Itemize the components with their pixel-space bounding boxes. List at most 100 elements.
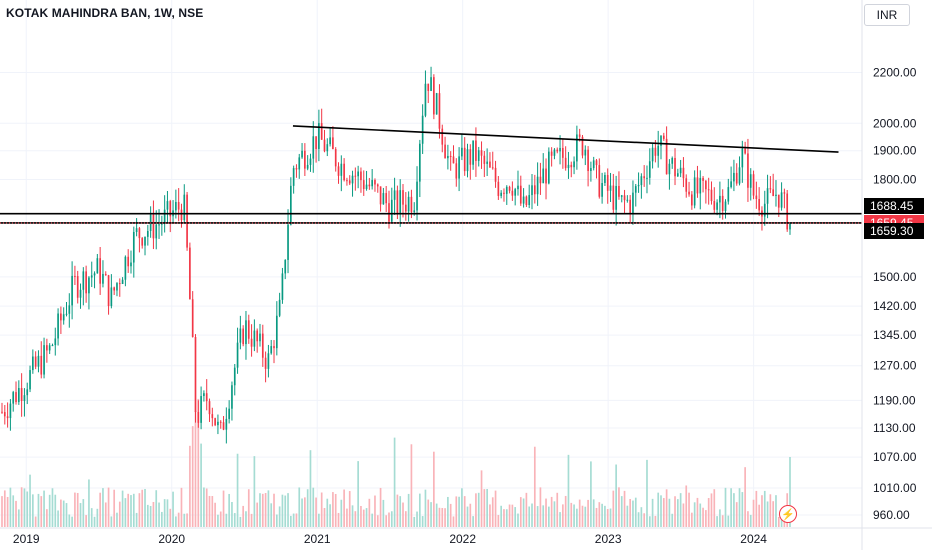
volume-bar <box>110 516 113 527</box>
candle-body <box>334 149 337 167</box>
volume-bar <box>217 514 219 527</box>
volume-bar <box>679 493 682 527</box>
volume-bar <box>23 488 26 527</box>
candle-body <box>141 238 144 246</box>
candle-body <box>497 181 500 196</box>
candle-body <box>93 273 96 276</box>
volume-bar <box>564 495 567 527</box>
candle-body <box>567 164 570 169</box>
volume-bar <box>233 513 236 527</box>
candle-body <box>519 185 522 204</box>
symbol-title[interactable]: KOTAK MAHINDRA BAN, 1W, NSE <box>6 6 204 20</box>
candle-body <box>23 395 26 402</box>
candle-body <box>612 185 615 210</box>
volume-bar <box>270 503 273 527</box>
volume-bar <box>458 496 460 527</box>
volume-bar <box>194 411 197 527</box>
x-tick-label: 2020 <box>158 532 185 546</box>
volume-bar <box>674 496 676 527</box>
candle-body <box>648 161 651 178</box>
volume-bar <box>161 511 163 527</box>
candle-body <box>318 123 320 149</box>
candle-body <box>40 355 43 375</box>
volume-bar <box>466 506 469 527</box>
candle-body <box>584 149 587 156</box>
volume-bar <box>107 487 110 527</box>
volume-bar <box>707 498 710 527</box>
volume-bar <box>346 508 348 527</box>
volume-bar <box>385 515 388 527</box>
candle-body <box>755 195 758 200</box>
volume-bar <box>332 492 334 527</box>
candle-body <box>576 134 578 162</box>
candle-body <box>679 167 682 174</box>
candle-body <box>758 199 760 211</box>
candle-body <box>643 176 646 179</box>
candle-body <box>360 171 362 181</box>
candle-body <box>247 320 250 339</box>
candle-body <box>26 389 29 396</box>
volume-bar <box>449 503 452 527</box>
volume-bar <box>508 504 511 527</box>
candle-body <box>194 337 197 412</box>
candle-body <box>200 396 202 423</box>
volume-bar <box>604 505 606 527</box>
candle-body <box>197 411 200 423</box>
candle-body <box>475 140 477 161</box>
volume-bar <box>601 503 603 527</box>
candle-body <box>500 192 502 196</box>
candle-body <box>51 345 54 347</box>
volume-bar <box>632 500 634 527</box>
candle-body <box>62 314 65 321</box>
candle-body <box>562 147 564 158</box>
candle-body <box>780 192 783 208</box>
candle-body <box>107 275 110 307</box>
volume-bar <box>242 505 245 527</box>
volume-bar <box>71 516 73 527</box>
volume-bar <box>239 516 242 527</box>
volume-bar <box>284 495 287 527</box>
volume-bar <box>421 516 424 527</box>
candle-body <box>547 151 550 184</box>
volume-bar <box>3 490 6 527</box>
candle-body <box>623 195 626 201</box>
candle-body <box>410 196 413 212</box>
lightning-icon[interactable]: ⚡ <box>779 505 797 523</box>
candle-body <box>769 188 772 190</box>
candle-body <box>118 283 121 285</box>
x-axis[interactable]: 2019 2020 2021 2022 2023 2024 <box>0 527 932 546</box>
volume-bar <box>758 504 760 527</box>
candle-body <box>231 385 233 409</box>
candle-body <box>606 175 609 191</box>
volume-bar <box>547 506 550 527</box>
volume-bar <box>267 490 270 527</box>
candle-body <box>292 168 295 186</box>
volume-bar <box>452 516 455 527</box>
volume-bar <box>318 513 320 527</box>
candle-body <box>214 418 216 426</box>
candle-body <box>654 147 657 156</box>
y-axis[interactable]: 2200.00 2000.00 1900.00 1800.00 1500.00 1420.… <box>861 0 917 550</box>
volume-bar <box>6 496 9 527</box>
volume-bar <box>382 499 385 527</box>
candle-body <box>707 189 710 191</box>
candle-body <box>620 195 623 197</box>
candle-body <box>236 342 239 368</box>
y-tick-label: 960.00 <box>873 508 910 522</box>
volume-bar <box>595 507 598 527</box>
drawings[interactable] <box>0 125 862 224</box>
candle-body <box>595 160 598 166</box>
candle-body <box>556 149 559 152</box>
volume-bar <box>261 493 264 527</box>
candle-body <box>127 256 130 267</box>
candle-body <box>163 209 166 224</box>
volume-bar <box>662 498 665 527</box>
y-tick-label: 1500.00 <box>873 270 917 284</box>
candle-body <box>514 189 517 196</box>
volume-bar <box>469 503 472 527</box>
candle-body <box>323 139 326 152</box>
currency-button[interactable]: INR <box>864 4 910 26</box>
candle-body <box>461 147 463 157</box>
